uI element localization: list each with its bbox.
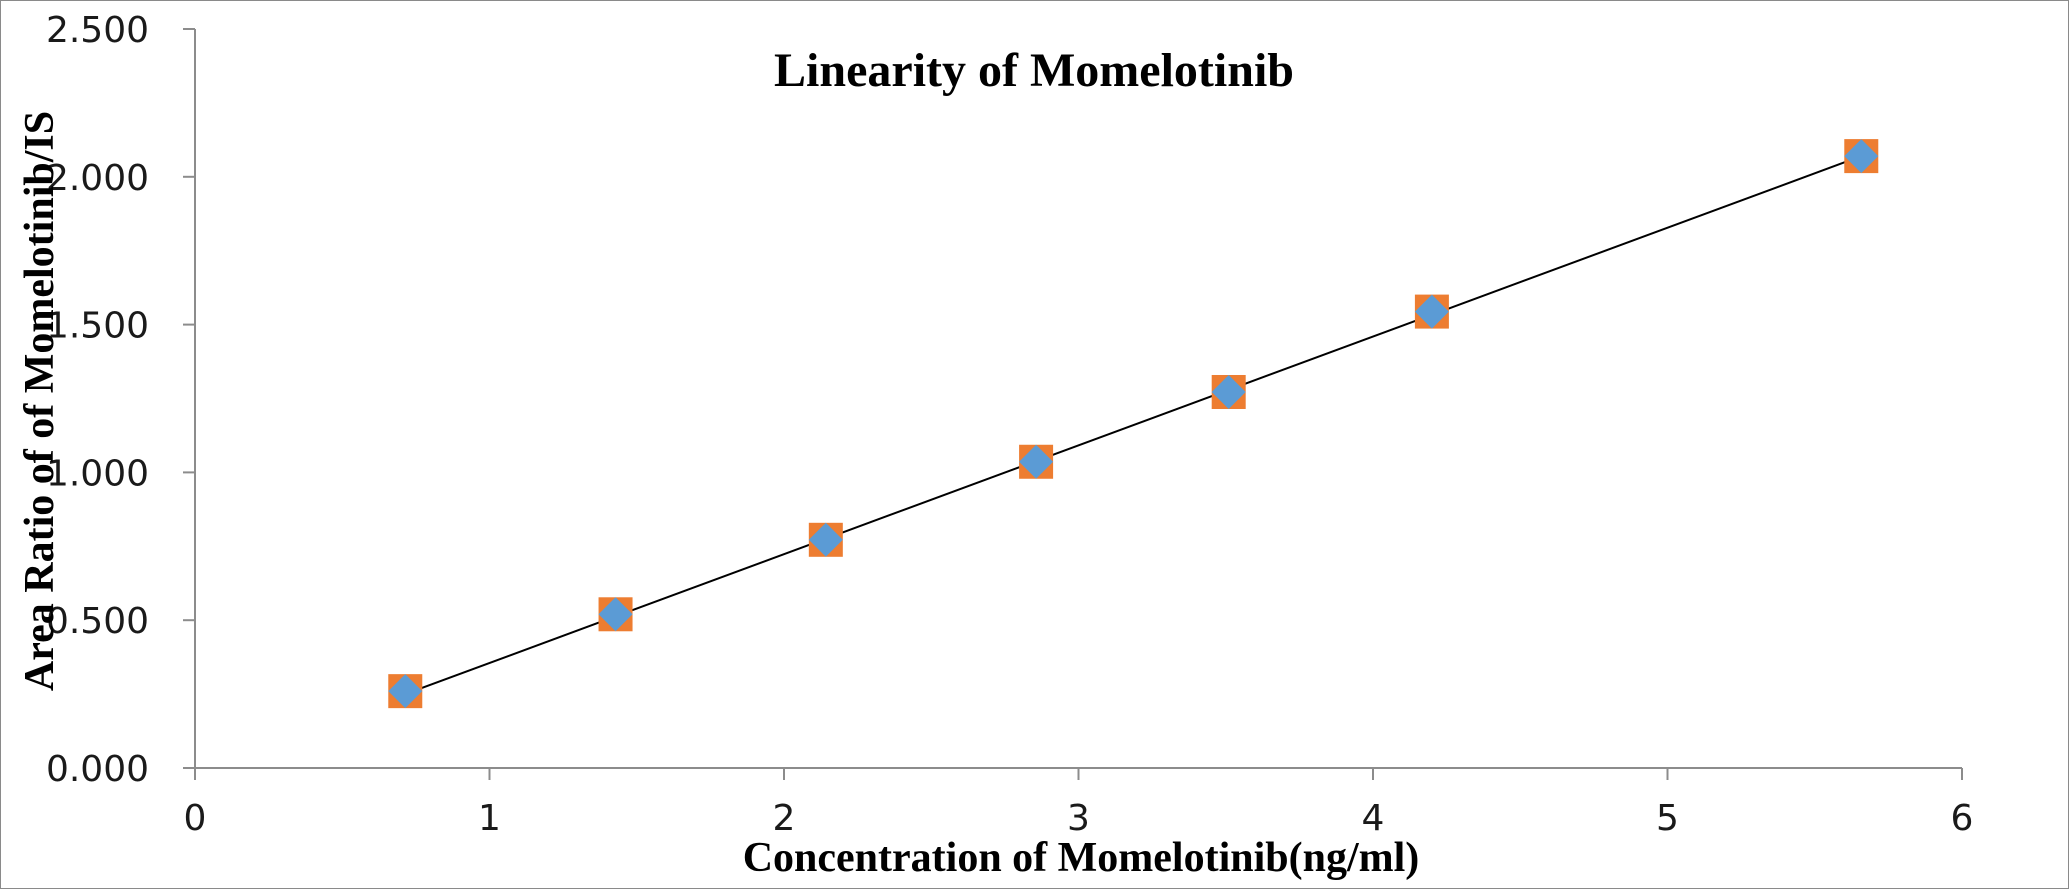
y-tick-label: 2.000 [46, 158, 149, 199]
trendline-group [404, 155, 1862, 696]
diamond-point [1019, 444, 1054, 479]
y-axis-title: Area Ratio of of Momelotinib/IS [17, 111, 63, 691]
diamond-point [808, 522, 843, 557]
x-tick-label: 0 [184, 798, 207, 839]
x-tick-label: 1 [478, 798, 501, 839]
x-tick-label: 2 [773, 798, 796, 839]
axes [183, 28, 1963, 780]
x-axis-title: Concentration of Momelotinib(ng/ml) [743, 835, 1420, 881]
diamond-point [1414, 294, 1449, 329]
data-points [388, 139, 1879, 709]
y-tick-label: 1.000 [46, 453, 149, 494]
diamond-point [1211, 374, 1246, 409]
x-tick-label: 4 [1362, 798, 1385, 839]
x-tick-label: 6 [1951, 798, 1974, 839]
y-tick-label: 1.500 [46, 306, 149, 347]
y-tick-label: 0.000 [46, 749, 149, 790]
diamond-point [388, 674, 423, 709]
trendline [404, 155, 1862, 696]
y-tick-label: 0.500 [46, 601, 149, 642]
x-tick-label: 3 [1067, 798, 1090, 839]
chart-title: Linearity of Momelotinib [774, 44, 1294, 97]
diamond-point [598, 597, 633, 632]
y-tick-label: 2.500 [46, 10, 149, 51]
x-tick-label: 5 [1656, 798, 1679, 839]
tick-labels: 0 1 2 3 4 5 6 0.000 0.500 1.000 1.500 2.000 2.500 [46, 10, 1974, 839]
diamond-point [1844, 139, 1879, 174]
